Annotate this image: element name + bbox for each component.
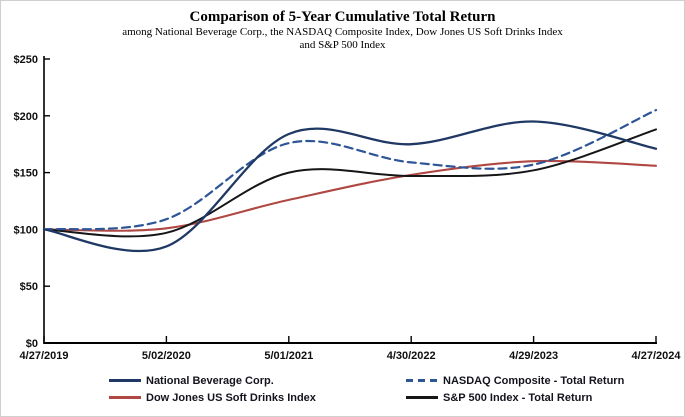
x-axis-label: 5/01/2021 [264,350,313,362]
legend-line-nasdaq-composite [406,379,438,382]
legend-label-dow-jones-soft-drinks: Dow Jones US Soft Drinks Index [146,391,316,404]
series-line-national-beverage-corp [42,120,658,253]
series-line-s-p-500-index-total-return [43,128,657,238]
legend-label-nasdaq-composite: NASDAQ Composite - Total Return [443,374,625,387]
series-line-nasdaq-composite-total-return [42,109,658,231]
legend-item-dow-jones-soft-drinks: Dow Jones US Soft Drinks Index [109,389,316,406]
x-axis-label: 4/27/2019 [20,350,69,362]
legend-label-national-beverage: National Beverage Corp. [146,374,274,387]
legend-item-nasdaq-composite: NASDAQ Composite - Total Return [406,372,624,389]
x-axis-label: 5/02/2020 [142,350,191,362]
y-axis-label: $250 [14,54,38,66]
y-axis-label: $150 [14,168,38,180]
legend-line-sp500 [406,396,438,399]
y-axis-label: $0 [26,338,38,350]
legend-item-national-beverage: National Beverage Corp. [109,372,316,389]
legend-label-sp500: S&P 500 Index - Total Return [443,391,593,404]
x-axis-label: 4/30/2022 [387,350,436,362]
legend-line-dow-jones-soft-drinks [109,396,141,399]
chart-title: Comparison of 5-Year Cumulative Total Re… [189,9,496,25]
y-axis-label: $200 [14,111,38,123]
x-axis-label: 4/29/2023 [509,350,558,362]
legend-item-sp500: S&P 500 Index - Total Return [406,389,624,406]
series-line-dow-jones-us-soft-drinks-index [42,159,658,232]
x-axis-label: 4/27/2024 [632,350,682,362]
y-axis-label: $100 [14,224,38,236]
chart-subtitle-line1: among National Beverage Corp., the NASDA… [122,26,563,38]
y-axis-label: $50 [20,281,38,293]
legend-line-national-beverage [109,379,141,382]
chart-header: Comparison of 5-Year Cumulative Total Re… [1,8,684,52]
chart-subtitle-line2: and S&P 500 Index [299,39,386,51]
legend-column-right: NASDAQ Composite - Total Return S&P 500 … [406,372,624,406]
legend-column-left: National Beverage Corp. Dow Jones US Sof… [109,372,316,406]
